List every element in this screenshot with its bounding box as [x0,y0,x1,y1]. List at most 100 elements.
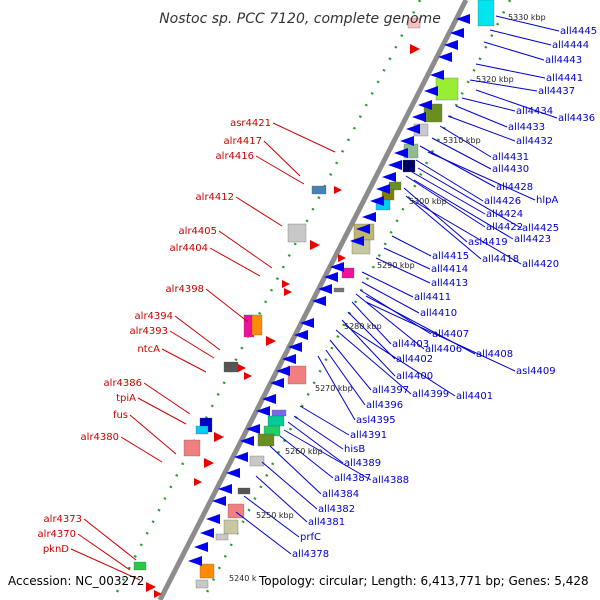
gene-box [402,159,416,173]
ruler-label: 5290 kbp [377,261,415,270]
leader-line [235,511,292,555]
reverse-gene-label: all4428 [496,182,533,193]
reverse-gene-label: asl4409 [516,366,556,377]
reverse-gene-arrow [318,284,332,294]
reverse-gene-label: all4418 [482,254,519,265]
reverse-gene-label: all4414 [431,264,468,275]
leader-line [411,171,486,215]
leader-line [325,349,366,406]
leader-line [279,435,334,479]
ruler-label: 5250 kbp [256,511,294,520]
leader-line [83,518,137,561]
ruler-label: 5320 kbp [476,75,514,84]
leader-line [427,151,536,201]
accession-text: Accession: NC_003272 [8,574,144,588]
leader-line [174,315,221,351]
leader-line [489,29,552,46]
ruler-label: 5260 kbp [285,447,323,456]
forward-gene-arrow [238,364,246,372]
forward-gene-arrow [284,288,292,296]
leader-line [455,105,508,128]
forward-gene-arrow [214,432,224,442]
reverse-gene-arrow [430,70,444,80]
reverse-gene-label: asl4419 [468,237,508,248]
reverse-gene-arrow [240,436,254,446]
gene-box [251,314,263,336]
forward-gene-label: alr4412 [196,192,234,203]
leader-line [263,140,301,177]
reverse-gene-label: all4413 [431,278,468,289]
leader-line [243,495,300,538]
leader-line [375,257,431,284]
leader-line [391,235,432,257]
reverse-gene-arrow [424,86,438,96]
leader-line [347,311,396,360]
leader-line [161,348,207,373]
reverse-gene-arrow [212,496,226,506]
reverse-gene-arrow [282,354,296,364]
reverse-gene-label: all4430 [492,164,529,175]
gene-box [249,455,265,467]
leader-line [431,137,492,170]
reverse-gene-label: all4401 [456,391,493,402]
gene-box [271,409,287,417]
reverse-gene-label: all4381 [308,517,345,528]
reverse-gene-label: all4420 [522,259,559,270]
gene-box [223,519,239,535]
forward-gene-arrow [194,478,202,486]
gene-box [287,223,307,243]
reverse-gene-arrow [312,296,326,306]
reverse-gene-label: all4389 [344,458,381,469]
forward-gene-label: alr4394 [135,311,173,322]
leader-line [261,461,318,510]
ruler-label: 5280 kbp [344,322,382,331]
reverse-gene-arrow [226,468,240,478]
reverse-gene-label: all4378 [292,549,329,560]
gene-box [388,181,402,191]
leader-line [235,196,283,227]
leader-line [269,445,322,495]
gene-box [195,579,209,589]
forward-gene-label: alr4386 [104,378,142,389]
forward-gene-label: alr4398 [166,284,204,295]
leader-line [475,89,558,119]
reverse-gene-arrow [276,366,290,376]
ruler-label: 5300 kbp [409,197,447,206]
leader-line [255,155,305,185]
leader-line [351,301,392,345]
forward-gene-label: ntcA [137,344,160,355]
leader-line [413,179,514,240]
reverse-gene-label: all4410 [420,308,457,319]
ruler-label: 5270 kbp [315,384,353,393]
reverse-gene-arrow [362,212,376,222]
gene-box [133,561,147,571]
leader-line [469,79,538,92]
gene-box [257,433,275,447]
reverse-gene-label: all4402 [396,354,433,365]
forward-gene-label: alr4404 [170,243,208,254]
forward-gene-label: alr4393 [130,326,168,337]
forward-gene-arrow [334,186,342,194]
gene-box [223,361,239,373]
leader-line [287,421,344,464]
leader-line [335,329,412,395]
leader-line [218,230,273,269]
reverse-gene-label: all4432 [516,136,553,147]
gene-box [287,365,307,385]
reverse-tick-track [201,0,512,600]
gene-box [237,487,251,495]
reverse-gene-label: all4436 [558,113,595,124]
reverse-gene-label: all4415 [432,251,469,262]
leader-line [345,325,456,397]
gene-box [477,0,495,27]
gene-box [195,425,209,435]
leader-line [483,41,545,61]
forward-gene-label: fus [113,410,128,421]
gene-box [183,439,201,457]
reverse-gene-label: all4399 [412,389,449,400]
leader-line [272,122,336,153]
reverse-gene-label: all4411 [414,292,451,303]
gene-box [199,563,215,579]
forward-gene-arrow [282,280,290,288]
leader-line [169,330,215,359]
